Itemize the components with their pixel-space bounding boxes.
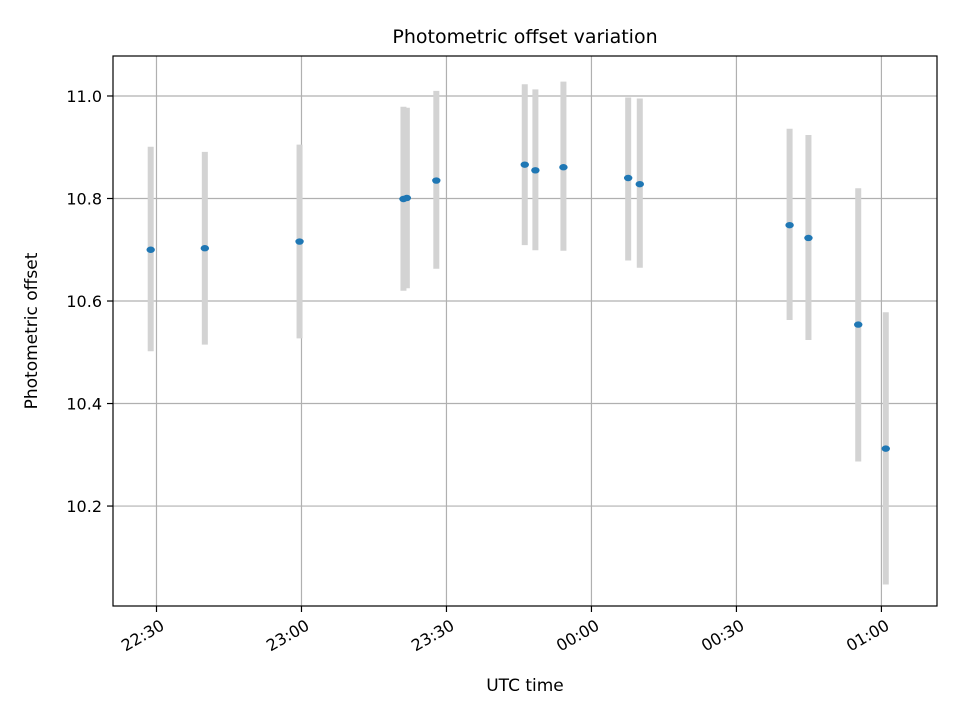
- data-point: [520, 161, 529, 168]
- y-tick-label: 10.8: [66, 189, 102, 208]
- data-points: [146, 161, 890, 452]
- data-point: [402, 194, 412, 202]
- data-point: [635, 180, 644, 188]
- data-point: [295, 238, 304, 245]
- data-point: [200, 245, 210, 252]
- y-axis-label: Photometric offset: [22, 252, 42, 409]
- data-point: [785, 221, 794, 229]
- data-point: [623, 174, 633, 182]
- data-point: [146, 246, 155, 253]
- data-point: [531, 167, 540, 174]
- data-point: [854, 321, 863, 328]
- x-axis-label: UTC time: [486, 676, 564, 696]
- data-point: [881, 445, 890, 452]
- y-tick-label: 10.2: [66, 497, 102, 516]
- y-tick-label: 11.0: [66, 87, 102, 106]
- data-point: [559, 164, 568, 171]
- data-point: [432, 177, 441, 184]
- data-point: [804, 234, 813, 242]
- y-tick-label: 10.4: [66, 395, 102, 414]
- plot-frame: [112, 55, 938, 607]
- y-axis-ticks: 10.2 10.4 10.6 10.8 11.0: [66, 87, 113, 516]
- chart-title: Photometric offset variation: [392, 26, 657, 48]
- y-tick-label: 10.6: [66, 292, 102, 311]
